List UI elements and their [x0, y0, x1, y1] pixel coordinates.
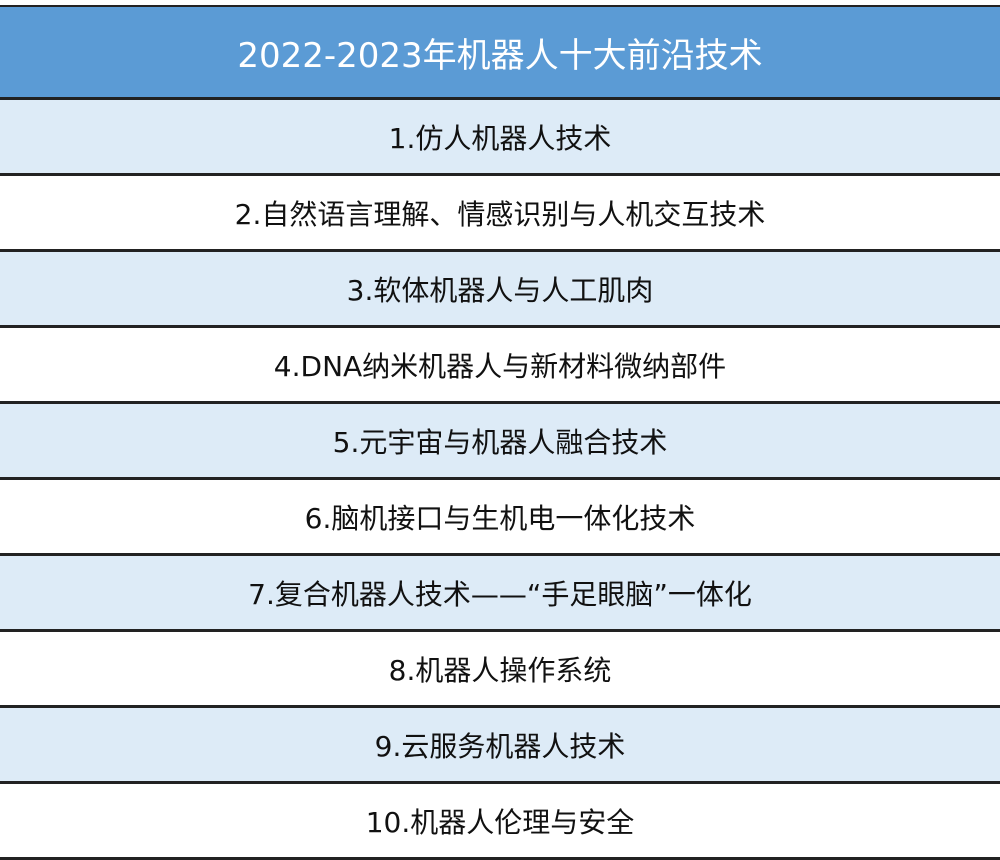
- table-row: 7.复合机器人技术——“手足眼脑”一体化: [0, 556, 1000, 632]
- table-row: 3.软体机器人与人工肌肉: [0, 252, 1000, 328]
- table-row: 1.仿人机器人技术: [0, 100, 1000, 176]
- table-row: 5.元宇宙与机器人融合技术: [0, 404, 1000, 480]
- table-row: 2.自然语言理解、情感识别与人机交互技术: [0, 176, 1000, 252]
- tech-table: 2022-2023年机器人十大前沿技术 1.仿人机器人技术 2.自然语言理解、情…: [0, 5, 1000, 860]
- table-row: 9.云服务机器人技术: [0, 708, 1000, 784]
- table-row: 4.DNA纳米机器人与新材料微纳部件: [0, 328, 1000, 404]
- table-header: 2022-2023年机器人十大前沿技术: [0, 5, 1000, 100]
- table-row: 8.机器人操作系统: [0, 632, 1000, 708]
- table-row: 6.脑机接口与生机电一体化技术: [0, 480, 1000, 556]
- table-row: 10.机器人伦理与安全: [0, 784, 1000, 860]
